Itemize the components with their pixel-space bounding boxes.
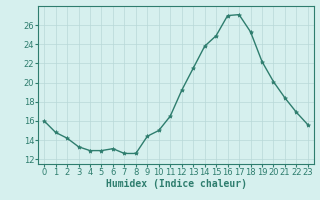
X-axis label: Humidex (Indice chaleur): Humidex (Indice chaleur)	[106, 179, 246, 189]
